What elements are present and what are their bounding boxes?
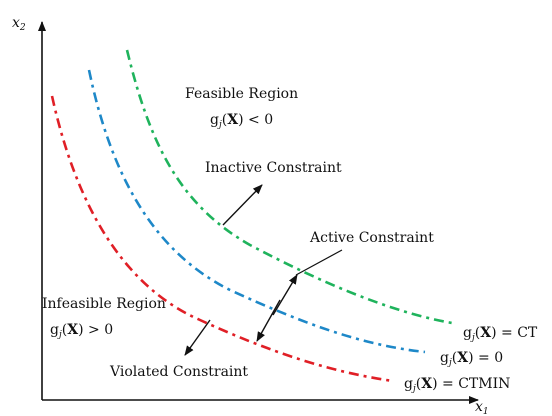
active-constraint-curve: [87, 69, 426, 354]
violated-constraint-label: Violated Constraint: [109, 364, 248, 380]
infeasible-region-title: Infeasible Region: [42, 296, 166, 312]
x-axis-label: x1: [475, 399, 489, 416]
active-constraint-label: Active Constraint: [309, 230, 434, 246]
active-constraint-arrow-up: [272, 274, 298, 316]
active-constraint-arrow-down: [256, 299, 281, 342]
active-constraint-leader: [295, 249, 343, 276]
violated-constraint-curve: [50, 95, 394, 383]
curve-label-active: gj(X) = 0: [440, 350, 503, 368]
inactive-constraint-label: Inactive Constraint: [205, 160, 342, 176]
curve-label-inactive: gj(X) = CT: [463, 325, 538, 343]
y-axis-label: x2: [12, 15, 26, 33]
infeasible-region-expr: gj(X) > 0: [50, 322, 113, 340]
feasible-region-title: Feasible Region: [185, 86, 298, 102]
inactive-constraint-curve: [125, 49, 453, 325]
feasible-region-expr: gj(X) < 0: [210, 112, 273, 130]
curve-label-violated: gj(X) = CTMIN: [404, 376, 510, 394]
violated-constraint-arrow: [184, 319, 211, 356]
inactive-constraint-arrow: [222, 184, 263, 226]
